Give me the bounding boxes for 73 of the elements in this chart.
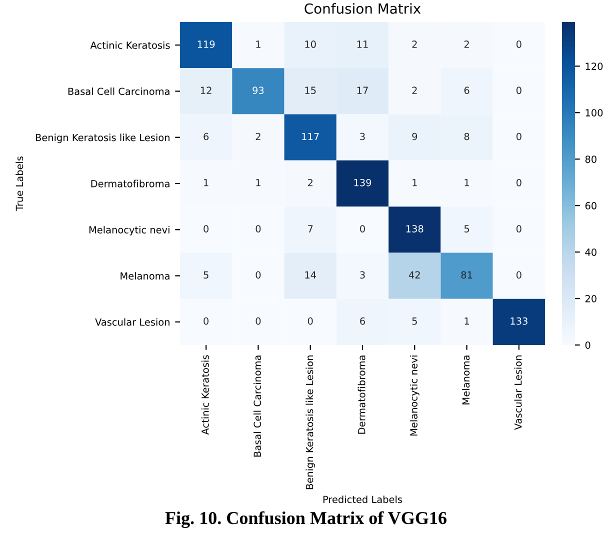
data-label: 6 [204,132,209,140]
y-tick-label: Actinic Keratosis [90,41,170,49]
data-label: 6 [464,86,470,94]
data-label: 5 [412,318,417,325]
data-label: 10 [305,40,316,48]
data-label: 5 [204,271,208,279]
data-label: 139 [354,178,372,186]
color-bar-label: 120 [586,62,603,70]
data-label: 15 [305,86,316,94]
x-tick-label: Melanoma [462,356,470,404]
color-bar-label: 40 [585,248,596,256]
data-label: 1 [256,40,260,48]
x-tick-label: Dermatofibroma [358,356,366,434]
y-tick-label: Dermatofibroma [91,180,170,188]
data-label: 12 [200,86,212,94]
color-bar-label: 0 [585,341,590,349]
data-label: 1 [204,179,208,186]
y-tick-label: Melanocytic nevi [89,226,170,236]
data-label: 3 [360,271,365,279]
x-tick-label: Vascular Lesion [514,356,522,430]
data-label: 1 [256,179,260,186]
data-label: 0 [256,271,261,279]
data-label: 1 [412,179,417,186]
data-label: 3 [360,132,365,140]
color-bar-label: 80 [585,156,596,163]
data-label: 17 [357,86,368,94]
data-label: 0 [204,317,209,325]
color-bar-label: 60 [585,202,596,210]
data-label: 117 [302,132,319,140]
data-label: 0 [360,225,365,232]
data-label: 0 [516,178,522,186]
data-label: 93 [252,86,264,94]
caption: Fig. 10. Confusion Matrix of VGG16 [165,511,446,528]
color-bar-label: 100 [586,109,603,116]
data-label: 14 [305,271,316,278]
data-label: 1 [464,179,469,186]
data-label: 0 [516,271,522,279]
data-label: 0 [516,225,522,232]
data-label: 2 [256,132,260,140]
data-label: 0 [256,317,261,325]
data-label: 81 [461,271,472,279]
data-label: 7 [308,225,313,232]
data-label: 2 [412,40,417,48]
chart-title: Confusion Matrix [304,3,421,14]
y-tick-label: Benign Keratosis like Lesion [36,134,170,144]
x-tick-label: Basal Cell Carcinoma [254,356,262,457]
y-tick-label: Vascular Lesion [95,318,170,326]
data-label: 0 [204,225,209,232]
color-bar-label: 20 [585,295,596,302]
data-label: 0 [516,132,522,140]
data-label: 133 [510,317,528,325]
data-label: 2 [308,178,312,186]
data-label: 6 [360,317,365,325]
x-axis-title: Predicted Labels [323,496,402,504]
data-label: 2 [464,40,469,48]
y-tick-label: Basal Cell Carcinoma [68,88,170,96]
x-tick-label: Melanocytic nevi [410,356,420,436]
data-label: 2 [412,86,417,94]
data-label: 1 [464,318,469,325]
data-label: 0 [256,225,261,232]
data-label: 0 [516,86,522,94]
data-label: 0 [516,40,522,48]
y-axis-title: True Labels [16,156,24,212]
data-label: 0 [308,317,313,325]
data-label: 11 [357,40,368,48]
data-label: 119 [198,40,215,48]
data-label: 8 [464,132,470,140]
data-label: 9 [412,132,418,140]
data-label: 5 [464,225,470,232]
data-label: 138 [406,225,424,232]
data-label: 42 [408,271,420,278]
y-tick-label: Melanoma [120,272,170,280]
x-tick-label: Benign Keratosis like Lesion [306,356,316,490]
